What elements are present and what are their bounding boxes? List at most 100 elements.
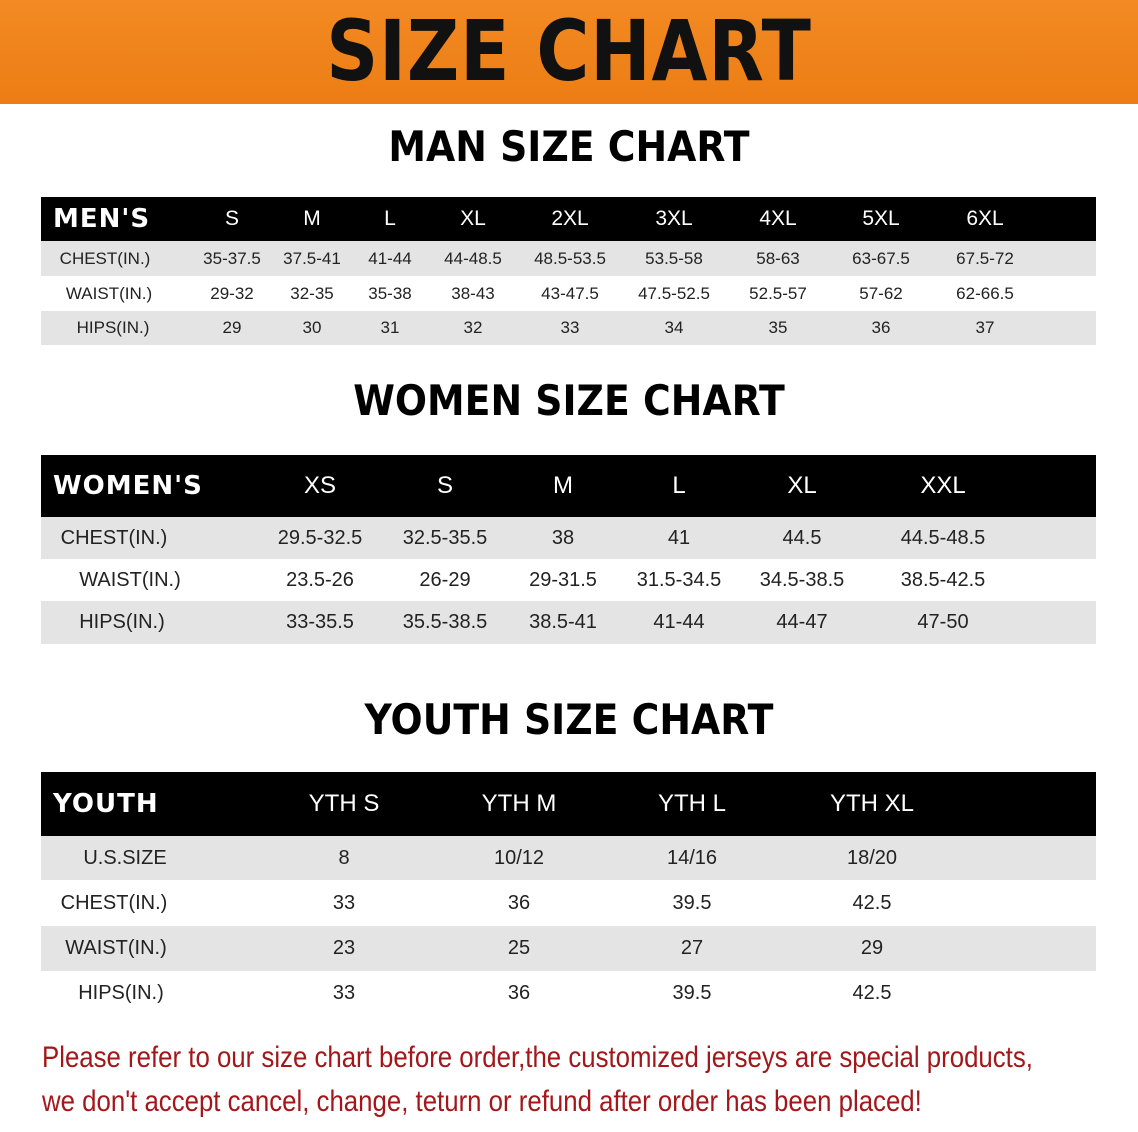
measurement-label: HIPS(IN.) xyxy=(78,982,164,1004)
measurement-value: 67.5-72 xyxy=(956,248,1014,268)
banner: SIZE CHART xyxy=(0,0,1138,104)
measurement-label: CHEST(IN.) xyxy=(59,248,151,268)
measurement-value: 33 xyxy=(332,891,356,914)
measurement-value: 44-48.5 xyxy=(444,248,502,268)
size-column-header: XS xyxy=(303,472,337,499)
measurement-value: 58-63 xyxy=(756,248,800,268)
men-table-row: WAIST(IN.) 29-32 32-35 35-38 38-43 43-47.5 47.… xyxy=(41,276,1096,311)
measurement-value: 36 xyxy=(507,982,531,1004)
women-table-row: CHEST(IN.) 29.5-32.5 32.5-35.5 38 41 44.5 44.5… xyxy=(41,517,1096,559)
measurement-value: 32-35 xyxy=(290,283,334,303)
measurement-value: 29-32 xyxy=(210,283,254,303)
men-header-row: MEN'S S M L XL 2XL 3XL 4XL 5XL 6XL xyxy=(41,197,1096,241)
measurement-value: 36 xyxy=(871,318,891,337)
size-column-header: XXL xyxy=(920,472,966,499)
men-header-label: MEN'S xyxy=(53,204,151,234)
size-column-header: XL xyxy=(787,472,817,499)
measurement-value: 38.5-41 xyxy=(529,611,597,633)
youth-header-row: YOUTH YTH S YTH M YTH L YTH XL xyxy=(41,772,1096,836)
youth-table-row: WAIST(IN.) 23 25 27 29 xyxy=(41,926,1096,971)
measurement-value: 35 xyxy=(768,318,788,337)
size-column-header: S xyxy=(224,207,240,230)
women-size-table: WOMEN'S XS S M L XL XXL CHEST(IN.) 29.5-32.5 32.5… xyxy=(41,455,1096,644)
size-column-header: 5XL xyxy=(862,207,900,230)
size-column-header: L xyxy=(384,207,396,230)
men-table-row: CHEST(IN.) 35-37.5 37.5-41 41-44 44-48.5 48.5… xyxy=(41,241,1096,276)
measurement-value: 37.5-41 xyxy=(283,248,341,268)
measurement-value: 41-44 xyxy=(368,248,412,268)
size-column-header: 4XL xyxy=(759,207,797,230)
measurement-value: 44.5-48.5 xyxy=(900,526,986,549)
measurement-value: 38.5-42.5 xyxy=(900,568,986,591)
notice-line-2: we don't accept cancel, change, teturn o… xyxy=(42,1085,922,1118)
measurement-value: 8 xyxy=(338,846,350,869)
measurement-value: 32.5-35.5 xyxy=(402,526,488,549)
measurement-value: 47-50 xyxy=(917,611,969,633)
size-column-header: YTH L xyxy=(657,790,727,817)
size-column-header: M xyxy=(303,207,321,230)
notice-text: Please refer to our size chart before or… xyxy=(42,1036,1126,1124)
measurement-value: 38-43 xyxy=(451,283,495,303)
women-table-row: WAIST(IN.) 23.5-26 26-29 29-31.5 31.5-34.5 34… xyxy=(41,559,1096,601)
measurement-value: 48.5-53.5 xyxy=(534,248,606,268)
measurement-value: 37 xyxy=(975,318,995,337)
measurement-value: 33 xyxy=(560,318,580,337)
size-column-header: S xyxy=(436,472,454,499)
measurement-value: 41 xyxy=(667,526,691,549)
measurement-value: 62-66.5 xyxy=(956,283,1014,303)
measurement-value: 29-31.5 xyxy=(529,568,597,591)
measurement-value: 36 xyxy=(507,891,531,914)
size-column-header: 2XL xyxy=(551,207,589,230)
youth-title: YOUTH SIZE CHART xyxy=(364,695,774,744)
size-column-header: 6XL xyxy=(966,207,1004,230)
measurement-value: 29.5-32.5 xyxy=(277,526,363,549)
measurement-value: 23 xyxy=(332,937,356,959)
measurement-value: 38 xyxy=(551,526,575,549)
measurement-value: 31 xyxy=(380,318,400,337)
women-table-row: HIPS(IN.) 33-35.5 35.5-38.5 38.5-41 41-44 44-… xyxy=(41,601,1096,644)
measurement-label: HIPS(IN.) xyxy=(79,611,165,633)
men-table-row: HIPS(IN.) 29 30 31 32 33 34 35 36 37 xyxy=(41,311,1096,345)
measurement-value: 31.5-34.5 xyxy=(636,568,722,591)
measurement-value: 30 xyxy=(302,318,322,337)
measurement-value: 33 xyxy=(332,982,356,1004)
measurement-value: 35-37.5 xyxy=(203,248,261,268)
measurement-label: WAIST(IN.) xyxy=(65,283,153,303)
measurement-value: 26-29 xyxy=(419,568,471,591)
measurement-value: 44-47 xyxy=(776,611,828,633)
measurement-value: 35-38 xyxy=(368,283,412,303)
women-title: WOMEN SIZE CHART xyxy=(353,376,785,425)
measurement-label: CHEST(IN.) xyxy=(60,526,168,549)
size-column-header: YTH M xyxy=(481,790,557,817)
youth-table-row: CHEST(IN.) 33 36 39.5 42.5 xyxy=(41,880,1096,926)
measurement-value: 42.5 xyxy=(852,891,892,914)
measurement-label: WAIST(IN.) xyxy=(79,568,181,591)
measurement-value: 23.5-26 xyxy=(286,568,354,591)
women-header-row: WOMEN'S XS S M L XL XXL xyxy=(41,455,1096,517)
measurement-label: WAIST(IN.) xyxy=(65,937,167,959)
size-column-header: L xyxy=(672,472,686,499)
measurement-value: 32 xyxy=(463,318,483,337)
measurement-value: 39.5 xyxy=(672,982,712,1004)
measurement-value: 41-44 xyxy=(653,611,705,633)
youth-table-row: U.S.SIZE 8 10/12 14/16 18/20 xyxy=(41,836,1096,880)
size-column-header: XL xyxy=(460,207,486,230)
measurement-value: 57-62 xyxy=(859,283,903,303)
measurement-value: 39.5 xyxy=(672,891,712,914)
measurement-value: 29 xyxy=(222,318,242,337)
measurement-value: 43-47.5 xyxy=(541,283,599,303)
measurement-value: 34 xyxy=(664,318,684,337)
measurement-value: 35.5-38.5 xyxy=(402,611,488,633)
measurement-value: 18/20 xyxy=(846,846,898,869)
youth-table-row: HIPS(IN.) 33 36 39.5 42.5 xyxy=(41,971,1096,1016)
size-column-header: YTH XL xyxy=(829,790,915,817)
men-title: MAN SIZE CHART xyxy=(388,122,750,171)
measurement-value: 27 xyxy=(680,937,704,959)
men-size-table: MEN'S S M L XL 2XL 3XL 4XL 5XL 6XL CHEST(IN.) 35-37… xyxy=(41,197,1096,345)
measurement-value: 25 xyxy=(507,937,531,959)
measurement-value: 63-67.5 xyxy=(852,248,910,268)
measurement-value: 42.5 xyxy=(852,982,892,1004)
measurement-label: HIPS(IN.) xyxy=(76,318,150,337)
youth-size-table: YOUTH YTH S YTH M YTH L YTH XL U.S.SIZE 8 10/12… xyxy=(41,772,1096,1016)
notice-line-1: Please refer to our size chart before or… xyxy=(42,1041,1033,1074)
